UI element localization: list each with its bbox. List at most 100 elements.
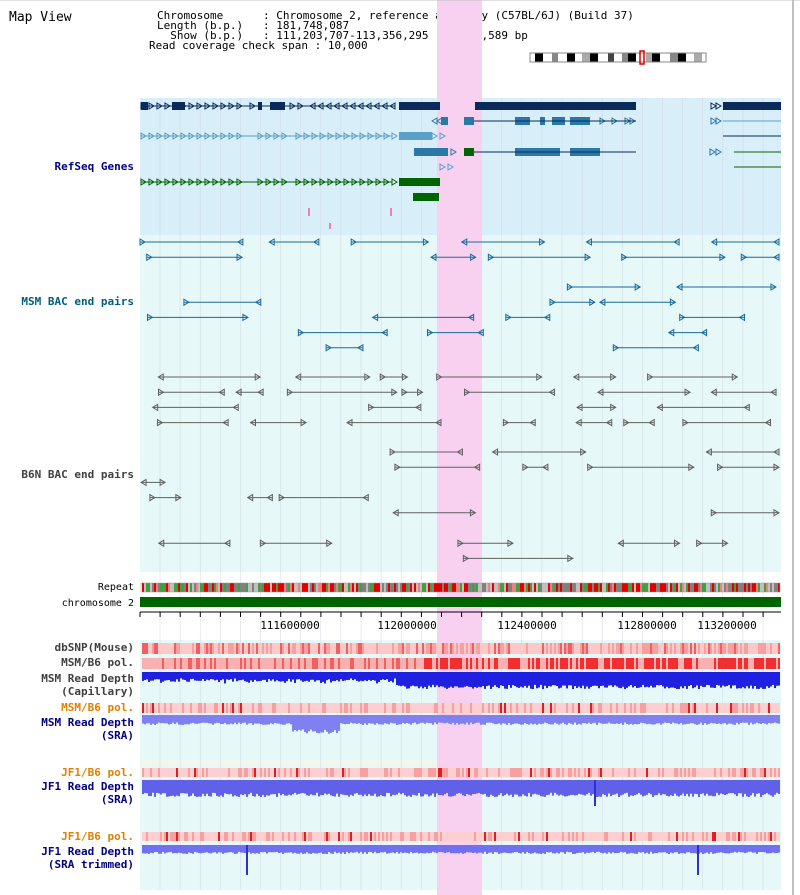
msm-depth-sra xyxy=(572,715,574,725)
msm-depth-capillary xyxy=(290,672,292,682)
jf1-pol-trim-heat xyxy=(516,832,518,841)
repeat-element xyxy=(474,583,476,592)
dbsnp-heat xyxy=(560,643,562,654)
msm-depth-capillary xyxy=(362,672,364,682)
msm-depth-capillary xyxy=(244,672,246,682)
gene-strand-arrow xyxy=(715,102,722,110)
msm-depth-capillary xyxy=(212,672,214,680)
jf1-pol-heat xyxy=(696,768,698,777)
jf1-depth-sra xyxy=(332,780,334,797)
repeat-element xyxy=(618,583,620,592)
jf1-pol-trim-heat xyxy=(472,832,474,841)
jf1-pol-heat xyxy=(256,768,258,777)
jf1-depth-trim xyxy=(426,845,428,853)
jf1-pol-trim-heat xyxy=(476,832,478,841)
jf1-pol-heat xyxy=(366,768,368,777)
bac-end-arrow xyxy=(157,539,165,548)
msm-depth-capillary xyxy=(172,672,174,682)
msm-pol-heat xyxy=(270,658,272,669)
dbsnp-heat xyxy=(590,643,592,654)
jf1-depth-trim xyxy=(254,845,256,854)
bac-end-arrow xyxy=(502,418,510,427)
msm-pol-heat xyxy=(756,658,758,669)
msm-pol-heat xyxy=(160,658,162,669)
jf1-depth-sra xyxy=(502,780,504,797)
jf1-depth-trim xyxy=(556,845,558,853)
jf1-pol-trim-heat xyxy=(412,832,414,841)
repeat-element xyxy=(266,583,268,592)
jf1-depth-sra xyxy=(542,780,544,797)
repeat-element xyxy=(374,583,376,592)
msm-depth-sra xyxy=(398,715,400,725)
msm-depth-sra xyxy=(252,715,254,725)
dbsnp-heat xyxy=(460,643,462,654)
msm-pol-sra-heat xyxy=(730,703,732,713)
msm-depth-capillary xyxy=(348,672,350,680)
jf1-pol-heat xyxy=(448,768,450,777)
msm-depth-capillary xyxy=(620,672,622,689)
bac-end-arrow xyxy=(175,493,182,502)
jf1-pol-trim-heat xyxy=(736,832,738,841)
msm-pol-heat xyxy=(290,658,292,669)
dbsnp-heat xyxy=(494,643,496,654)
repeat-element xyxy=(556,583,558,592)
jf1-depth-sra xyxy=(572,780,574,795)
msm-depth-sra xyxy=(242,715,244,723)
msm-depth-sra xyxy=(526,715,528,725)
jf1-depth-sra xyxy=(690,780,692,794)
jf1-pol-trim-heat xyxy=(512,832,514,841)
gene-strand-arrow xyxy=(450,148,457,156)
jf1-pol-trim-heat xyxy=(350,832,352,841)
jf1-pol-trim-heat xyxy=(506,832,508,841)
msm-pol-sra-heat xyxy=(650,703,652,713)
msm-depth-capillary xyxy=(740,672,742,689)
dbsnp-heat xyxy=(356,643,358,654)
jf1-pol-heat xyxy=(734,768,736,777)
jf1-depth-trim xyxy=(766,845,768,854)
jf1-pol-trim-heat xyxy=(218,832,220,841)
dbsnp-heat xyxy=(526,643,528,654)
msm-pol-sra-heat xyxy=(750,703,752,713)
jf1-pol-trim-heat xyxy=(154,832,156,841)
jf1-pol-heat xyxy=(606,768,608,777)
repeat-element xyxy=(438,583,440,592)
jf1-depth-sra xyxy=(638,780,640,794)
msm-depth-capillary xyxy=(698,672,700,689)
jf1-pol-trim-heat xyxy=(386,832,388,841)
jf1-depth-trim xyxy=(142,845,144,854)
jf1-depth-trim xyxy=(208,845,210,854)
dbsnp-heat xyxy=(474,643,476,654)
jf1-depth-sra xyxy=(654,780,656,796)
msm-pol-sra-heat xyxy=(504,703,506,713)
dbsnp-heat xyxy=(400,643,402,654)
jf1-pol-heat xyxy=(504,768,506,777)
jf1-depth-trim xyxy=(312,845,314,853)
repeat-element xyxy=(206,583,208,592)
jf1-pol-heat xyxy=(148,768,150,777)
dbsnp-heat xyxy=(380,643,382,654)
jf1-pol-trim-heat xyxy=(582,832,584,841)
msm-depth-capillary xyxy=(542,672,544,690)
jf1-pol-trim-heat xyxy=(172,832,174,841)
gene-exon xyxy=(399,132,432,140)
repeat-element xyxy=(168,583,170,592)
msm-pol-heat xyxy=(216,658,218,669)
msm-depth-sra xyxy=(350,715,352,723)
bac-end-arrow xyxy=(617,539,624,548)
jf1-depth-trim xyxy=(614,845,616,854)
jf1-pol-heat xyxy=(518,768,520,777)
repeat-element xyxy=(450,583,452,592)
jf1-pol-heat xyxy=(434,768,436,777)
dbsnp-heat xyxy=(148,643,150,654)
msm-depth-capillary xyxy=(338,672,340,682)
msm-depth-sra xyxy=(528,715,530,725)
msm-depth-sra xyxy=(192,715,194,723)
msm-pol-sra-heat xyxy=(234,703,236,713)
jf1-depth-trim xyxy=(188,845,190,853)
jf1-pol-trim-heat xyxy=(300,832,302,841)
msm-pol-sra-heat xyxy=(314,703,316,713)
dbsnp-heat xyxy=(486,643,488,654)
msm-depth-sra xyxy=(480,715,482,725)
jf1-depth-trim xyxy=(228,845,230,853)
